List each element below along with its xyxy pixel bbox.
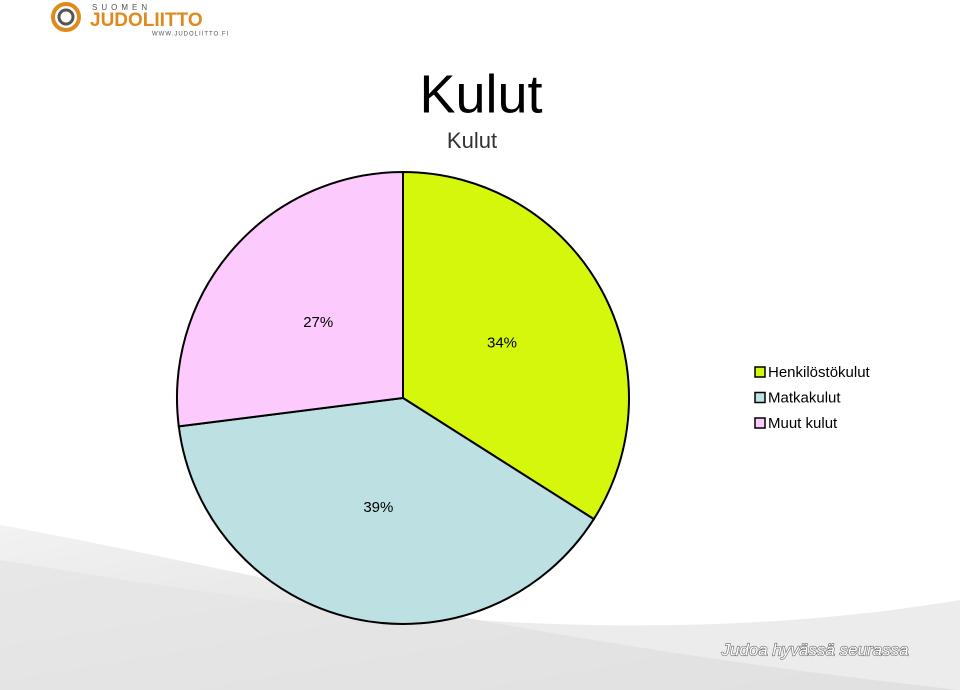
footer: Judoa hyvässä seurassa — [720, 640, 908, 659]
logo-top: SUOMEN — [92, 3, 151, 12]
legend-label: Henkilöstökulut — [768, 364, 871, 381]
data-label: 27% — [303, 314, 333, 331]
logo-url: WWW.JUDOLIITTO.FI — [152, 32, 229, 38]
data-label: 39% — [363, 499, 393, 516]
logo-ring — [51, 2, 81, 32]
data-label: 34% — [487, 335, 517, 352]
chart-subtitle: Kulut — [447, 128, 497, 153]
legend-swatch — [754, 391, 766, 404]
legend-label: Matkakulut — [768, 389, 841, 406]
logo-ring — [57, 8, 75, 26]
logo: SUOMEN JUDOLIITTO WWW.JUDOLIITTO.FI — [51, 2, 229, 38]
legend-swatch — [754, 417, 766, 429]
legend-swatch — [754, 366, 766, 378]
pie-slice — [176, 170, 404, 428]
pie-slice — [402, 170, 630, 521]
pie-chart: 34% 39% 27% Henkilöstökulut Matkakulut Muut k… — [176, 170, 871, 625]
pie-slice — [177, 396, 596, 625]
background-swoosh — [0, 560, 960, 690]
logo-name: JUDOLIITTO — [90, 10, 203, 31]
chart-title: Kulut — [419, 64, 542, 124]
legend-label: Muut kulut — [768, 415, 838, 432]
